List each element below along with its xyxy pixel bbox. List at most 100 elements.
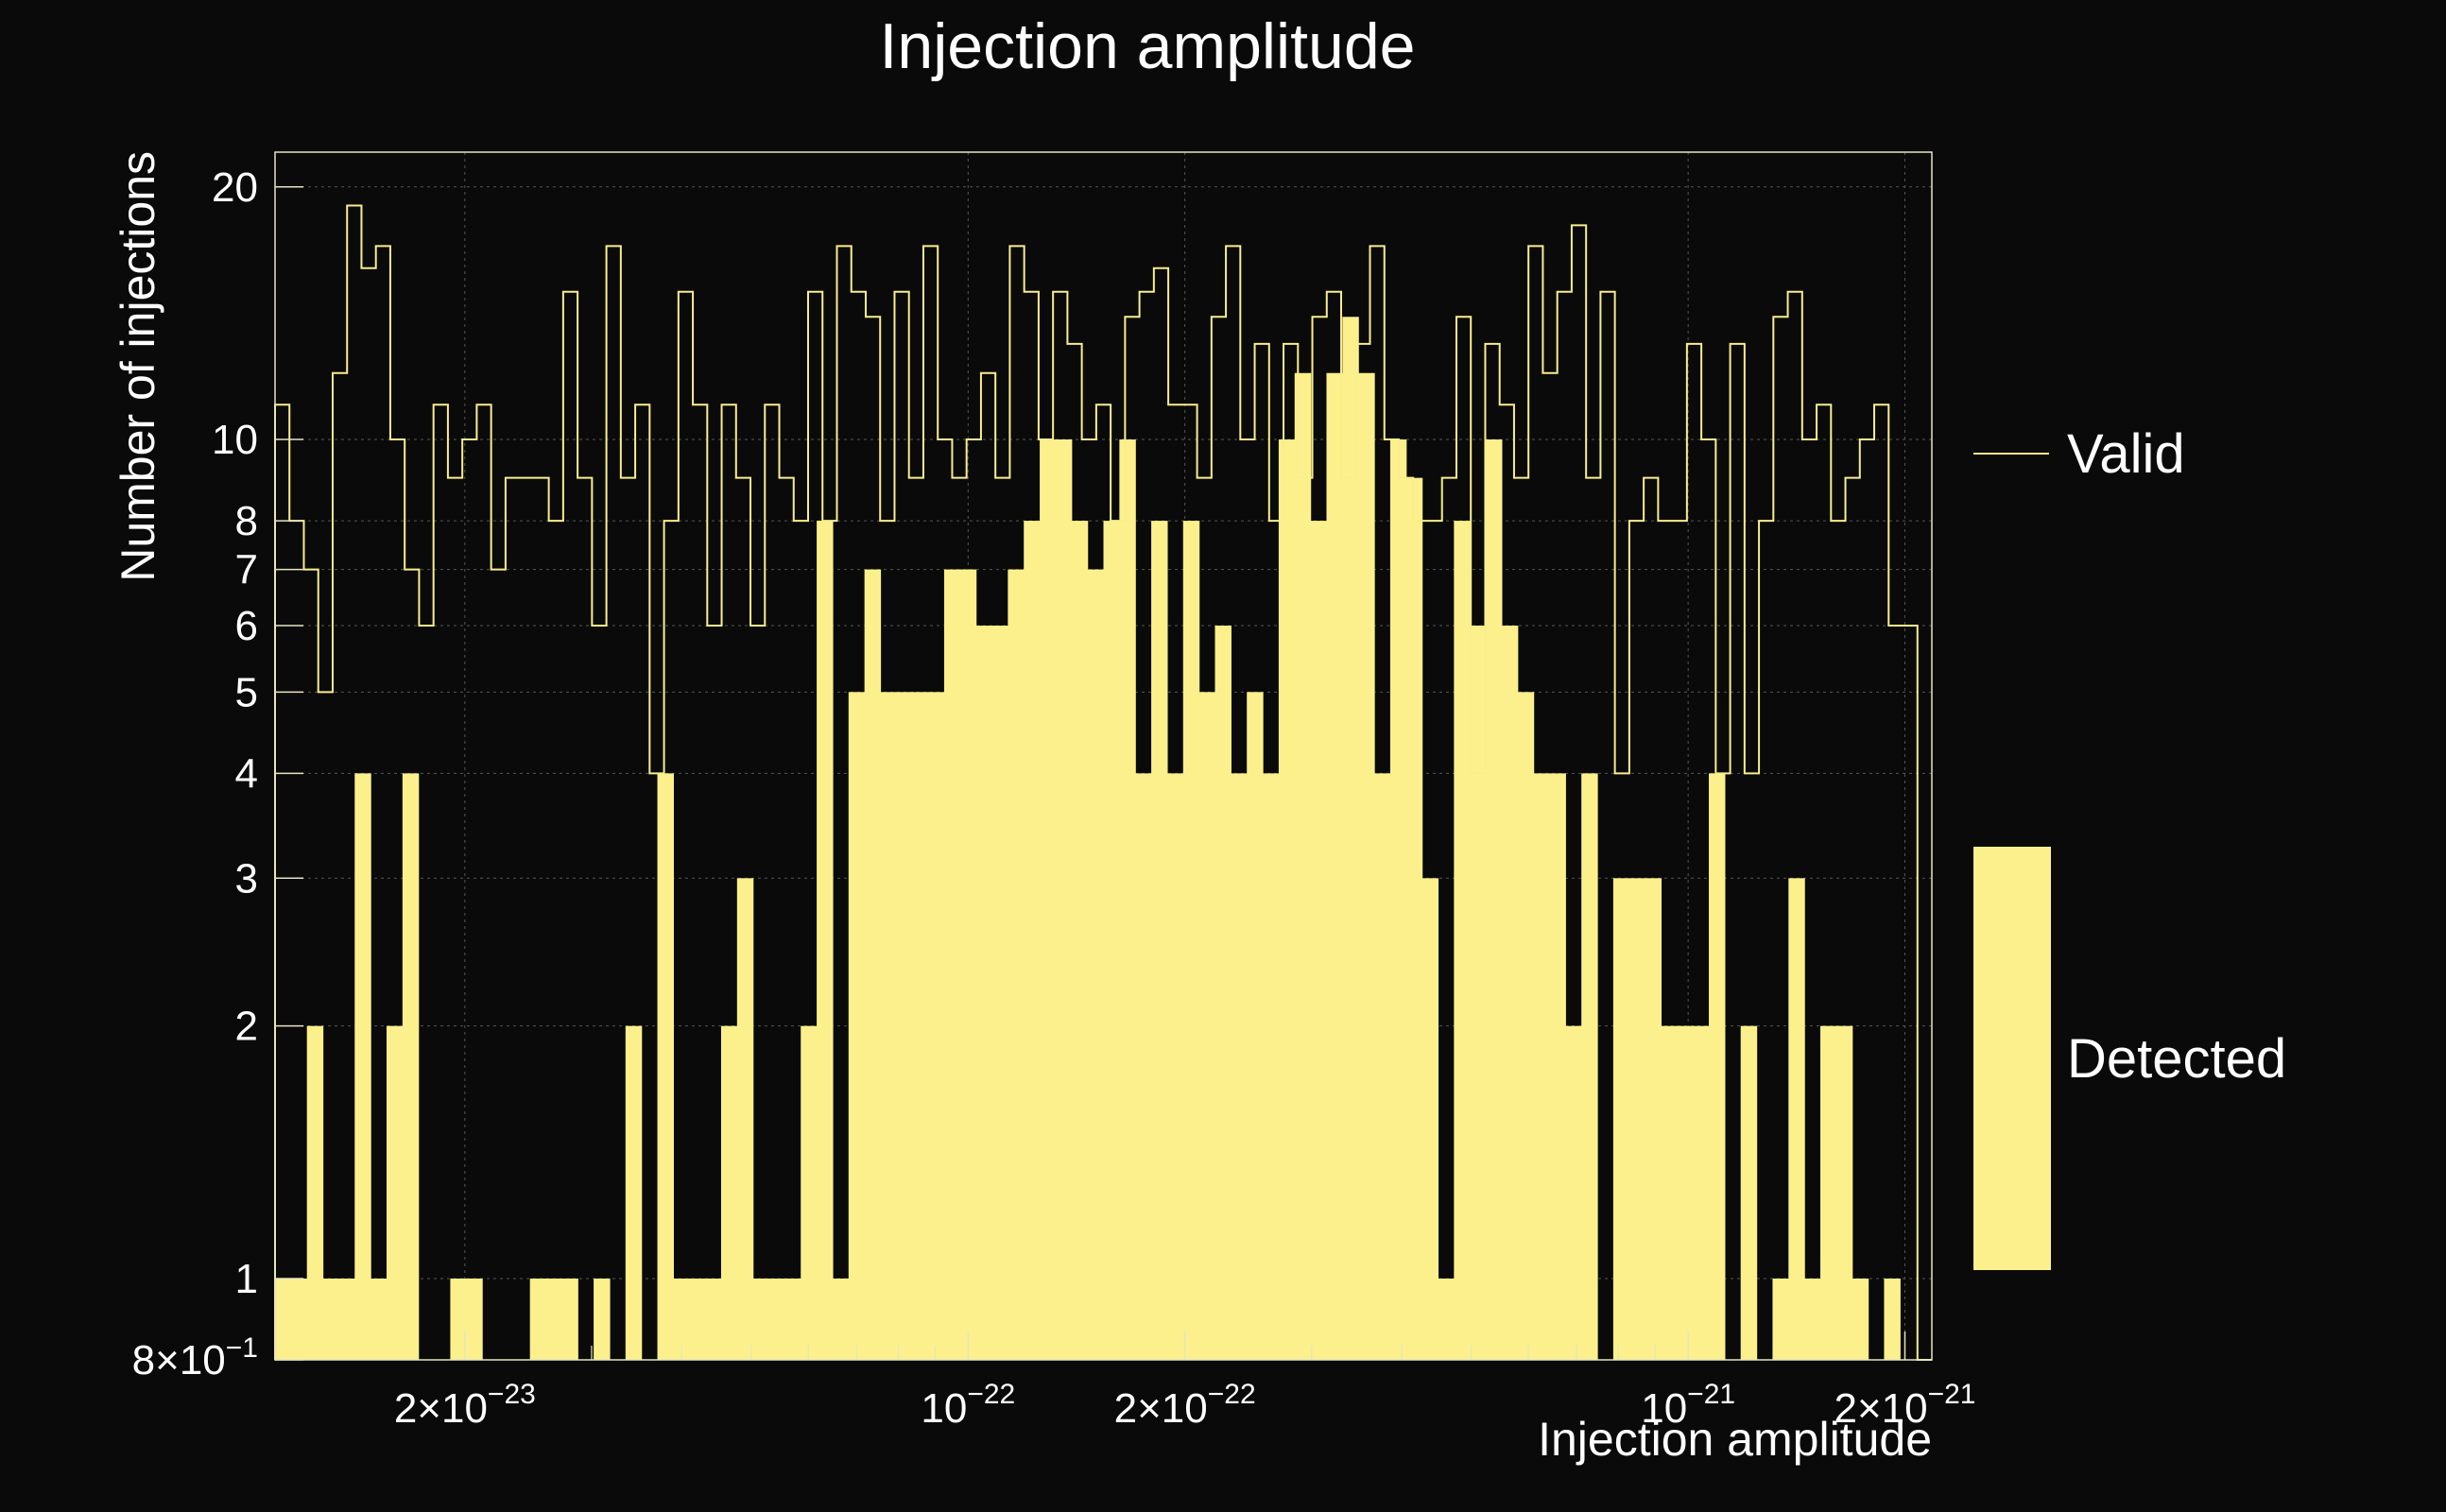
detected-bar xyxy=(290,1278,308,1360)
detected-bar xyxy=(1421,878,1439,1360)
detected-bar xyxy=(1517,692,1535,1360)
detected-bar xyxy=(1151,521,1168,1360)
detected-bar xyxy=(561,1278,578,1360)
valid-series-line xyxy=(274,204,1932,1361)
detected-bar xyxy=(991,626,1008,1360)
detected-bar xyxy=(1040,439,1057,1360)
detected-bar xyxy=(466,1278,483,1360)
detected-bar xyxy=(1247,692,1264,1360)
detected-bar xyxy=(832,1278,850,1360)
y-tick-label: 10 xyxy=(212,417,258,463)
detected-bar xyxy=(848,692,866,1360)
legend-detected-swatch xyxy=(1973,847,2051,1270)
y-tick-label: 3 xyxy=(235,855,258,902)
detected-bar xyxy=(1628,878,1646,1360)
detected-bar xyxy=(817,521,834,1360)
detected-bar xyxy=(529,1278,547,1360)
detected-bar xyxy=(736,878,754,1360)
detected-bar xyxy=(1055,439,1073,1360)
detected-bar xyxy=(1661,1025,1678,1360)
detected-bar xyxy=(1231,773,1248,1360)
detected-bar xyxy=(689,1278,706,1360)
detected-bar xyxy=(1135,773,1152,1360)
detected-bar xyxy=(1804,1278,1821,1360)
detected-bar xyxy=(752,1278,770,1360)
detected-bar xyxy=(338,1278,355,1360)
detected-bar xyxy=(1565,1025,1582,1360)
detected-bar xyxy=(864,569,882,1360)
detected-bar xyxy=(1772,1278,1789,1360)
detected-bar xyxy=(370,1278,388,1360)
detected-bar xyxy=(1884,1278,1901,1360)
y-tick-label: 2 xyxy=(235,1004,258,1050)
detected-bar xyxy=(1820,1025,1837,1360)
legend-valid-label: Valid xyxy=(2067,423,2185,485)
detected-bar xyxy=(943,569,961,1360)
detected-bar xyxy=(1438,1278,1455,1360)
detected-series xyxy=(275,317,1901,1361)
detected-bar xyxy=(1470,626,1487,1360)
detected-bar xyxy=(959,569,977,1360)
detected-bar xyxy=(1166,773,1184,1360)
detected-bar xyxy=(1087,569,1105,1360)
detected-bar xyxy=(1852,1278,1869,1360)
detected-bar xyxy=(928,692,945,1360)
detected-bar xyxy=(1342,317,1359,1361)
y-tick-label: 20 xyxy=(212,164,258,211)
detected-bar xyxy=(1405,477,1423,1360)
detected-bar xyxy=(975,626,993,1360)
detected-bar xyxy=(1263,773,1280,1360)
y-tick-label: 8×10−1 xyxy=(132,1332,258,1383)
detected-bar xyxy=(594,1278,611,1360)
detected-bar xyxy=(1501,626,1519,1360)
y-tick-label: 1 xyxy=(235,1256,258,1302)
detected-bar xyxy=(896,692,913,1360)
detected-bar xyxy=(545,1278,563,1360)
detected-bar xyxy=(1835,1025,1853,1360)
detected-bar xyxy=(784,1278,801,1360)
detected-bar xyxy=(275,1278,292,1360)
detected-bar xyxy=(1326,372,1343,1360)
y-tick-label: 4 xyxy=(235,750,258,797)
detected-bar xyxy=(1374,773,1391,1360)
y-axis: 8×10−1 1 2 3 4 5 6 78 10 20 xyxy=(132,164,303,1383)
detected-bar xyxy=(322,1278,340,1360)
y-tick-label: 6 xyxy=(235,603,258,649)
detected-bar xyxy=(1486,439,1503,1360)
detected-bar xyxy=(1612,878,1630,1360)
y-tick-label: 5 xyxy=(235,669,258,715)
detected-bar xyxy=(1549,773,1566,1360)
x-tick-label: 2×10−21 xyxy=(1834,1379,1975,1432)
legend-detected-label: Detected xyxy=(2067,1028,2286,1090)
y-axis-label: Number of injections xyxy=(112,151,164,582)
detected-bar xyxy=(673,1278,690,1360)
detected-bar xyxy=(1677,1025,1694,1360)
y-tick-label: 8 xyxy=(235,498,258,544)
y-tick-label: 7 xyxy=(235,547,258,593)
detected-bar xyxy=(1454,521,1471,1360)
detected-bar xyxy=(1214,626,1232,1360)
detected-bar xyxy=(306,1025,324,1360)
detected-bar xyxy=(1389,439,1407,1360)
detected-bar xyxy=(1645,878,1662,1360)
detected-bar xyxy=(1788,878,1805,1360)
detected-bar xyxy=(705,1278,722,1360)
detected-bar xyxy=(1008,569,1025,1360)
detected-bar xyxy=(657,773,674,1360)
chart-title: Injection amplitude xyxy=(879,10,1415,82)
detected-bar xyxy=(386,1025,404,1360)
detected-bar xyxy=(768,1278,785,1360)
detected-bar xyxy=(1294,372,1312,1360)
detected-bar xyxy=(402,773,420,1360)
detected-bar xyxy=(1709,773,1726,1360)
detected-bar xyxy=(1182,521,1200,1360)
detected-bar xyxy=(1198,692,1216,1360)
detected-bar xyxy=(1024,521,1041,1360)
detected-bar xyxy=(1581,773,1598,1360)
detected-bar xyxy=(912,692,929,1360)
x-axis-label: Injection amplitude xyxy=(1538,1413,1932,1466)
detected-bar xyxy=(1103,521,1120,1360)
detected-bar xyxy=(1119,439,1136,1360)
detected-bar xyxy=(880,692,897,1360)
